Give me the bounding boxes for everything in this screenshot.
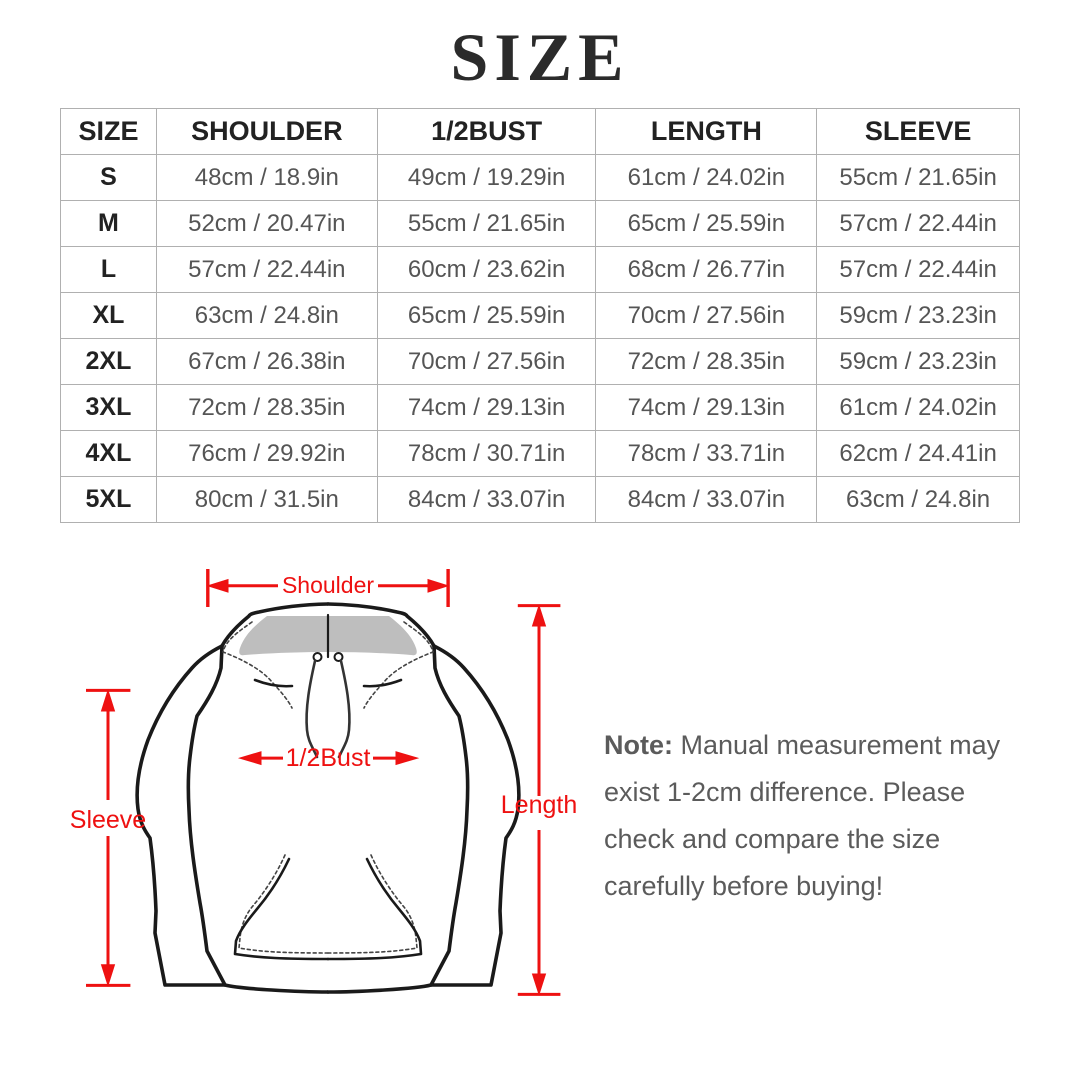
svg-text:Length: Length [501,791,577,819]
svg-text:Shoulder: Shoulder [282,572,374,598]
svg-text:Sleeve: Sleeve [70,806,146,834]
svg-text:1/2Bust: 1/2Bust [286,744,371,772]
